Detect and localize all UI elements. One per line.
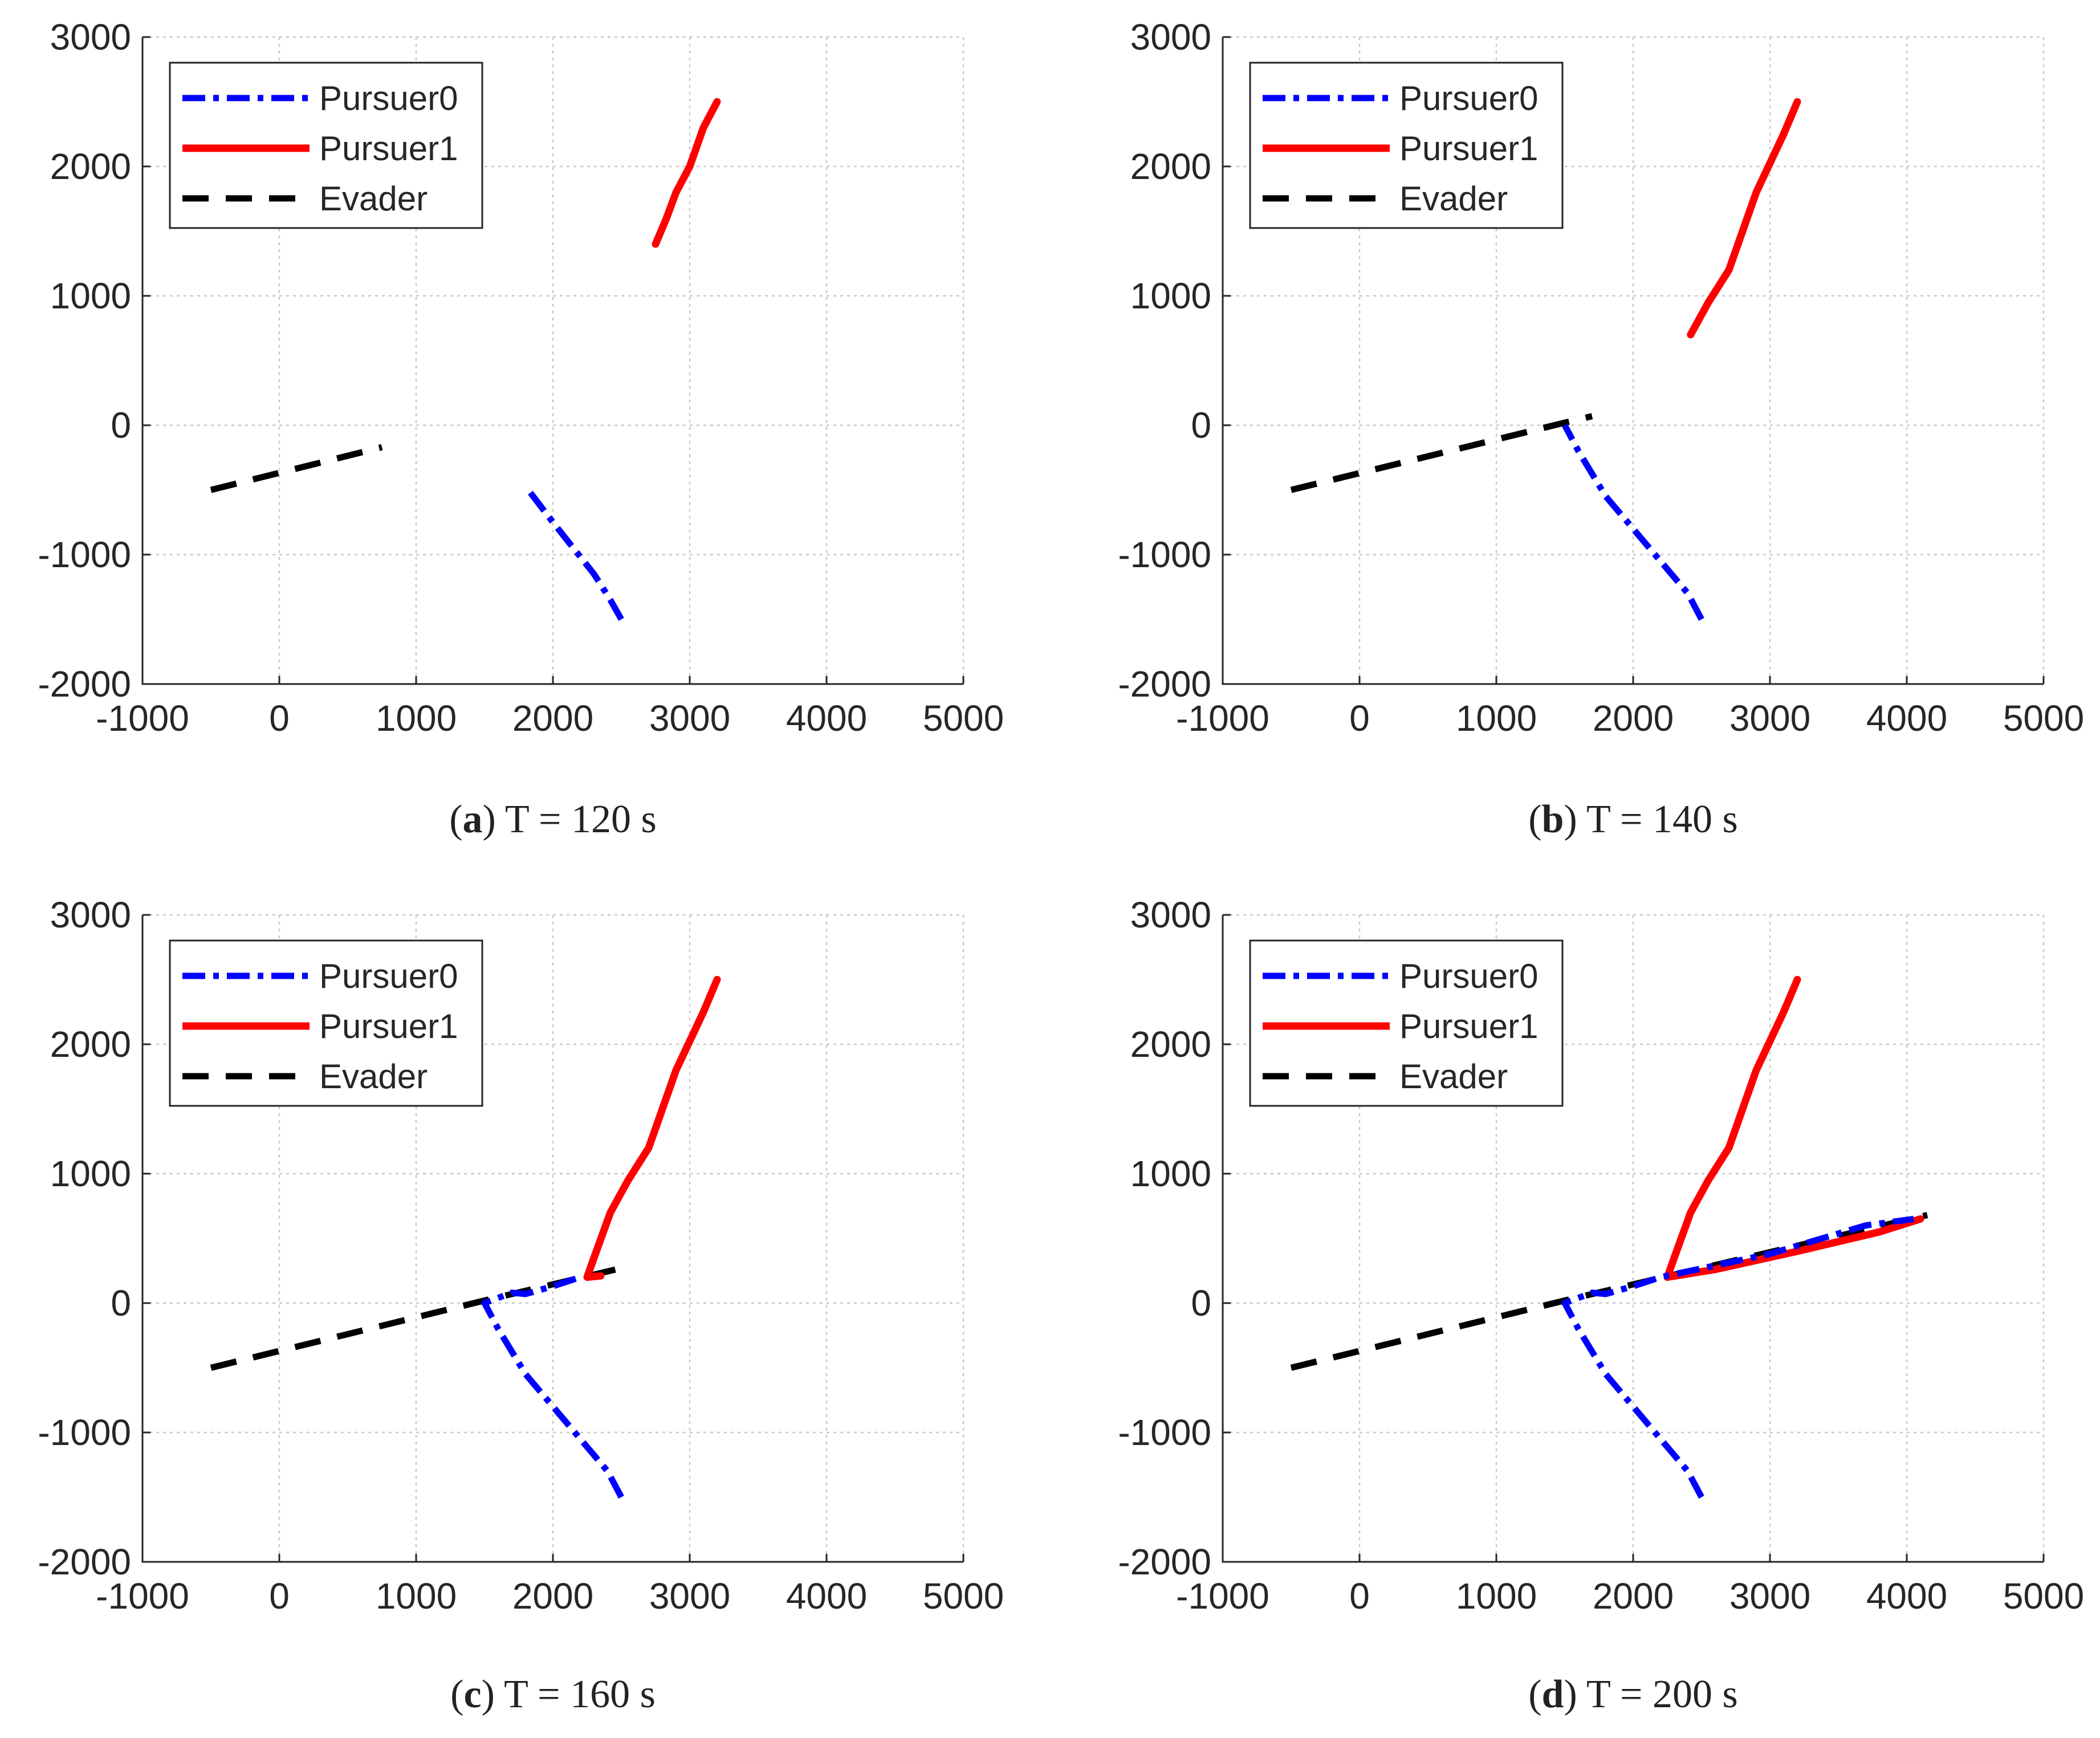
legend-label-evader: Evader: [1399, 1057, 1508, 1096]
series-pursuer1: [1687, 98, 1801, 339]
legend-label-pursuer1: Pursuer1: [1399, 1007, 1538, 1045]
x-tick-label: 5000: [923, 698, 1004, 739]
x-tick-label: 5000: [2003, 698, 2084, 739]
legend-label-pursuer0: Pursuer0: [1399, 957, 1538, 995]
x-tick-label: -1000: [1176, 1576, 1269, 1617]
y-tick-label: -2000: [38, 664, 131, 705]
x-tick-label: 4000: [786, 698, 867, 739]
series-pursuer0: [1561, 1215, 1914, 1499]
series-pursuer1: [583, 976, 721, 1281]
y-tick-label: 2000: [1130, 1024, 1211, 1065]
x-tick-label: 4000: [786, 1576, 867, 1617]
x-tick-label: 3000: [1729, 1576, 1810, 1617]
axes: [1222, 37, 2044, 685]
legend-label-pursuer1: Pursuer1: [319, 129, 458, 168]
legend: Pursuer0 Pursuer1 Evader: [1249, 62, 1564, 229]
panel-caption: (d) T = 200 s: [1528, 1672, 1738, 1716]
x-tick-label: 2000: [512, 1576, 593, 1617]
x-tick-label: -1000: [96, 698, 189, 739]
y-tick-label: -1000: [38, 1412, 131, 1453]
y-tick-label: -1000: [1118, 534, 1211, 575]
y-tick-label: 3000: [1130, 894, 1211, 935]
panel-b: -1000 0 1000 2000 3000 4000 5000-2000-10000100…: [1118, 17, 2084, 841]
x-tick-label: 3000: [649, 698, 730, 739]
x-tick-label: 3000: [1729, 698, 1810, 739]
axes: [1222, 915, 2044, 1563]
y-tick-label: 2000: [1130, 146, 1211, 187]
x-tick-label: 2000: [512, 698, 593, 739]
legend: Pursuer0 Pursuer1 Evader: [169, 939, 483, 1107]
x-tick-label: 1000: [1456, 1576, 1537, 1617]
y-tick-label: 2000: [50, 146, 131, 187]
series-pursuer1: [1663, 976, 1924, 1281]
x-tick-label: 0: [269, 698, 290, 739]
series-pursuer1: [652, 98, 721, 248]
legend-label-evader: Evader: [319, 1057, 428, 1096]
x-tick-label: 0: [1349, 1576, 1370, 1617]
legend-label-evader: Evader: [1399, 180, 1508, 218]
series-pursuer0: [1562, 424, 1704, 621]
panel-c: -1000 0 1000 2000 3000 4000 5000-2000-10000100…: [38, 894, 1004, 1716]
series-evader: [210, 444, 383, 493]
series-evader: [1290, 413, 1593, 493]
x-tick-label: 2000: [1593, 1576, 1674, 1617]
x-tick-label: 5000: [923, 1576, 1004, 1617]
x-tick-label: 4000: [1866, 698, 1947, 739]
panel-caption: (b) T = 140 s: [1528, 797, 1738, 841]
legend-label-pursuer1: Pursuer1: [1399, 129, 1538, 168]
panel-caption: (a) T = 120 s: [449, 797, 657, 841]
legend-label-pursuer0: Pursuer0: [319, 957, 458, 995]
y-tick-label: 0: [111, 405, 131, 446]
x-tick-label: 1000: [1456, 698, 1537, 739]
x-tick-label: 0: [269, 1576, 290, 1617]
legend-label-pursuer1: Pursuer1: [319, 1007, 458, 1045]
x-tick-label: 1000: [376, 698, 457, 739]
y-tick-label: -1000: [1118, 1412, 1211, 1453]
panel-d: -1000 0 1000 2000 3000 4000 5000-2000-10000100…: [1118, 894, 2084, 1716]
y-tick-label: 0: [1191, 1283, 1211, 1324]
y-tick-label: -2000: [1118, 1541, 1211, 1582]
series-pursuer0: [481, 1274, 624, 1499]
legend: Pursuer0 Pursuer1 Evader: [1249, 939, 1564, 1107]
y-tick-label: 1000: [1130, 1153, 1211, 1194]
panel-caption: (c) T = 160 s: [450, 1672, 656, 1716]
y-tick-label: 0: [1191, 405, 1211, 446]
y-tick-label: -2000: [1118, 664, 1211, 705]
legend-label-evader: Evader: [319, 180, 428, 218]
x-tick-label: 2000: [1593, 698, 1674, 739]
y-tick-label: -2000: [38, 1541, 131, 1582]
y-tick-label: 1000: [50, 275, 131, 316]
x-tick-label: 1000: [376, 1576, 457, 1617]
x-tick-label: 4000: [1866, 1576, 1947, 1617]
y-tick-label: -1000: [38, 534, 131, 575]
y-tick-label: 3000: [1130, 17, 1211, 58]
y-tick-label: 1000: [1130, 275, 1211, 316]
y-tick-label: 1000: [50, 1153, 131, 1194]
axes: [141, 915, 963, 1563]
series-pursuer0: [526, 488, 624, 621]
axes: [141, 37, 963, 685]
legend: Pursuer0 Pursuer1 Evader: [169, 62, 483, 229]
y-tick-label: 3000: [50, 894, 131, 935]
x-tick-label: 3000: [649, 1576, 730, 1617]
panel-a: -1000 0 1000 2000 3000 4000 5000-2000-10000100…: [38, 17, 1004, 841]
y-tick-label: 2000: [50, 1024, 131, 1065]
x-tick-label: 5000: [2003, 1576, 2084, 1617]
x-tick-label: -1000: [96, 1576, 189, 1617]
x-tick-label: -1000: [1176, 698, 1269, 739]
y-tick-label: 0: [111, 1283, 131, 1324]
legend-label-pursuer0: Pursuer0: [319, 79, 458, 117]
x-tick-label: 0: [1349, 698, 1370, 739]
legend-label-pursuer0: Pursuer0: [1399, 79, 1538, 117]
y-tick-label: 3000: [50, 17, 131, 58]
